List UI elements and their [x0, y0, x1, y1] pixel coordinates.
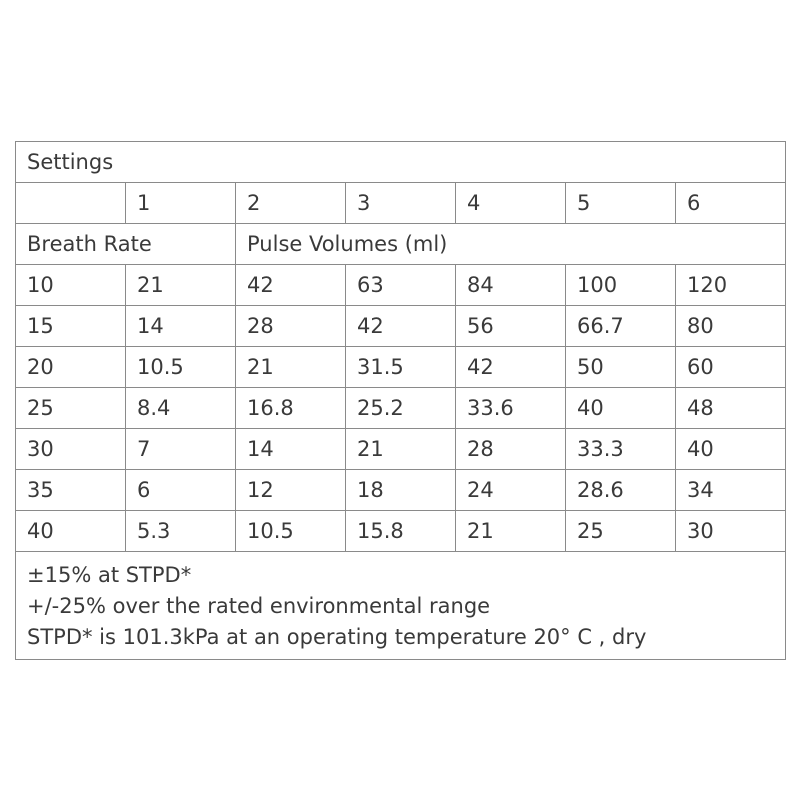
table-row: 25 8.4 16.8 25.2 33.6 40 48 [15, 387, 787, 429]
pulse-volumes-label: Pulse Volumes (ml) [234, 223, 787, 265]
pulse-volume-cell: 60 [674, 346, 787, 388]
setting-number-5: 5 [565, 182, 676, 224]
pulse-volume-cell: 56 [455, 305, 566, 347]
pulse-volume-cell: 15.8 [345, 510, 456, 552]
breath-rate-cell: 10 [15, 264, 126, 306]
pulse-volume-cell: 40 [674, 428, 787, 470]
pulse-volume-cell: 42 [455, 346, 566, 388]
pulse-volume-cell: 40 [565, 387, 676, 429]
pulse-volume-cell: 30 [674, 510, 787, 552]
pulse-volume-cell: 28 [455, 428, 566, 470]
table-row: 30 7 14 21 28 33.3 40 [15, 428, 787, 470]
pulse-volume-cell: 28.6 [565, 469, 676, 511]
pulse-volume-cell: 25.2 [345, 387, 456, 429]
table-row: 15 14 28 42 56 66.7 80 [15, 305, 787, 347]
notes-row: ±15% at STPD* +/-25% over the rated envi… [14, 551, 787, 660]
note-tolerance-stpd: ±15% at STPD* [27, 563, 192, 587]
pulse-volume-cell: 10.5 [125, 346, 236, 388]
pulse-volume-cell: 28 [235, 305, 346, 347]
pulse-volume-cell: 33.3 [565, 428, 676, 470]
pulse-volume-cell: 24 [455, 469, 566, 511]
table-row: 35 6 12 18 24 28.6 34 [15, 469, 787, 511]
breath-rate-cell: 40 [15, 510, 126, 552]
breath-rate-cell: 25 [15, 387, 126, 429]
pulse-volume-cell: 6 [125, 469, 236, 511]
pulse-volume-cell: 33.6 [455, 387, 566, 429]
pulse-volume-cell: 10.5 [235, 510, 346, 552]
pulse-volume-cell: 7 [125, 428, 236, 470]
notes-cell: ±15% at STPD* +/-25% over the rated envi… [14, 551, 787, 660]
breath-rate-cell: 35 [15, 469, 126, 511]
setting-number-3: 3 [345, 182, 456, 224]
pulse-volume-cell: 14 [125, 305, 236, 347]
table-row: 10 21 42 63 84 100 120 [15, 264, 787, 306]
pulse-volume-cell: 21 [235, 346, 346, 388]
pulse-volume-cell: 42 [345, 305, 456, 347]
pulse-volume-cell: 66.7 [565, 305, 676, 347]
pulse-volume-cell: 80 [674, 305, 787, 347]
header-empty-cell [15, 182, 126, 224]
pulse-volume-table: Settings 1 2 3 4 5 6 Breath Rate Pulse V… [14, 141, 787, 660]
pulse-volume-cell: 18 [345, 469, 456, 511]
column-label-row: Breath Rate Pulse Volumes (ml) [15, 223, 787, 265]
note-tolerance-environmental: +/-25% over the rated environmental rang… [27, 594, 491, 618]
pulse-volume-cell: 63 [345, 264, 456, 306]
pulse-volume-cell: 21 [455, 510, 566, 552]
table-row: 20 10.5 21 31.5 42 50 60 [15, 346, 787, 388]
pulse-volume-cell: 8.4 [125, 387, 236, 429]
pulse-volume-cell: 42 [235, 264, 346, 306]
setting-number-2: 2 [235, 182, 346, 224]
pulse-volume-cell: 21 [125, 264, 236, 306]
pulse-volume-cell: 100 [565, 264, 676, 306]
table-row: 40 5.3 10.5 15.8 21 25 30 [15, 510, 787, 552]
pulse-volume-cell: 5.3 [125, 510, 236, 552]
pulse-volume-cell: 48 [674, 387, 787, 429]
pulse-volume-cell: 21 [345, 428, 456, 470]
setting-number-4: 4 [455, 182, 566, 224]
pulse-volume-cell: 84 [455, 264, 566, 306]
pulse-volume-cell: 14 [235, 428, 346, 470]
setting-number-6: 6 [674, 182, 787, 224]
pulse-volume-cell: 12 [235, 469, 346, 511]
pulse-volume-cell: 25 [565, 510, 676, 552]
setting-number-row: 1 2 3 4 5 6 [15, 182, 787, 224]
pulse-volume-cell: 34 [674, 469, 787, 511]
breath-rate-label: Breath Rate [15, 223, 236, 265]
pulse-volume-cell: 31.5 [345, 346, 456, 388]
pulse-volume-cell: 120 [674, 264, 787, 306]
pulse-volume-cell: 50 [565, 346, 676, 388]
breath-rate-cell: 30 [15, 428, 126, 470]
breath-rate-cell: 20 [15, 346, 126, 388]
data-rows: 10 21 42 63 84 100 120 15 14 28 42 56 66.7 80 20 10.5 21… [15, 264, 787, 552]
breath-rate-cell: 15 [15, 305, 126, 347]
settings-title: Settings [14, 141, 787, 183]
pulse-volume-cell: 16.8 [235, 387, 346, 429]
setting-number-1: 1 [125, 182, 236, 224]
note-stpd-definition: STPD* is 101.3kPa at an operating temper… [27, 625, 647, 649]
settings-title-row: Settings [14, 141, 787, 183]
